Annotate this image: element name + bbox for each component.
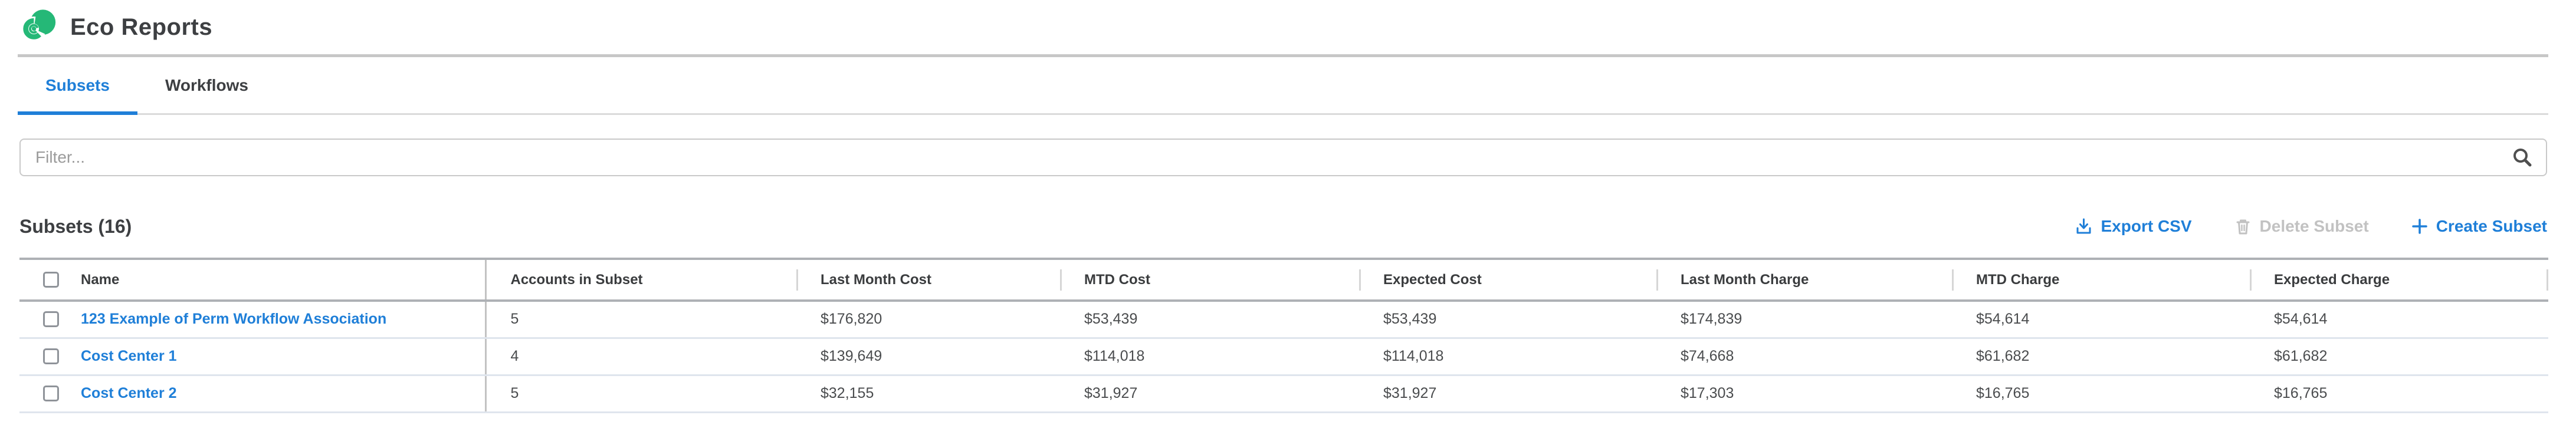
- subset-link[interactable]: Cost Center 1: [81, 348, 177, 364]
- cell-last-month-cost: $32,155: [796, 375, 1060, 412]
- row-checkbox[interactable]: [43, 386, 59, 401]
- toolbar-actions: Export CSV Delete Subset Create Subset: [2075, 217, 2548, 236]
- column-header-expected-charge: Expected Charge: [2250, 259, 2548, 301]
- column-header-name: Name: [81, 259, 485, 301]
- cell-accounts-in-subset: 5: [485, 301, 796, 338]
- column-header-expected-cost: Expected Cost: [1359, 259, 1656, 301]
- tab-workflows[interactable]: Workflows: [137, 57, 276, 113]
- subsets-heading: Subsets (16): [19, 216, 132, 238]
- table-row: 123 Example of Perm Workflow Association…: [19, 301, 2548, 338]
- export-csv-label: Export CSV: [2101, 217, 2192, 236]
- cell-mtd-cost: $53,439: [1060, 301, 1359, 338]
- create-subset-button[interactable]: Create Subset: [2411, 217, 2547, 236]
- column-header-last-month-cost: Last Month Cost: [796, 259, 1060, 301]
- subsets-table-container: Name Accounts in Subset Last Month Cost …: [19, 258, 2548, 413]
- tab-bar: Subsets Workflows: [18, 57, 2548, 115]
- cell-mtd-cost: $31,927: [1060, 375, 1359, 412]
- tab-subsets-label: Subsets: [45, 76, 110, 95]
- plus-icon: [2411, 218, 2428, 235]
- cell-expected-cost: $53,439: [1359, 301, 1656, 338]
- cell-mtd-charge: $54,614: [1952, 301, 2250, 338]
- search-icon: [2512, 147, 2533, 168]
- tab-workflows-label: Workflows: [165, 76, 248, 95]
- cell-accounts-in-subset: 5: [485, 375, 796, 412]
- row-checkbox[interactable]: [43, 348, 59, 364]
- app-header: Eco Reports: [18, 0, 2548, 57]
- export-csv-button[interactable]: Export CSV: [2075, 217, 2192, 236]
- subset-link[interactable]: Cost Center 2: [81, 385, 177, 401]
- delete-subset-button[interactable]: Delete Subset: [2234, 217, 2369, 236]
- filter-input[interactable]: [19, 139, 2547, 176]
- cell-expected-charge: $16,765: [2250, 375, 2548, 412]
- cell-expected-cost: $114,018: [1359, 338, 1656, 375]
- delete-subset-label: Delete Subset: [2260, 217, 2369, 236]
- table-row: Cost Center 1 4 $139,649 $114,018 $114,0…: [19, 338, 2548, 375]
- trash-icon: [2234, 218, 2252, 236]
- subsets-table: Name Accounts in Subset Last Month Cost …: [19, 258, 2548, 413]
- cell-last-month-cost: $176,820: [796, 301, 1060, 338]
- select-all-checkbox[interactable]: [43, 272, 59, 288]
- filter-container: [19, 139, 2547, 176]
- cell-last-month-charge: $174,839: [1656, 301, 1952, 338]
- column-header-accounts-in-subset: Accounts in Subset: [485, 259, 796, 301]
- table-row: Cost Center 2 5 $32,155 $31,927 $31,927 …: [19, 375, 2548, 412]
- subset-link[interactable]: 123 Example of Perm Workflow Association: [81, 311, 386, 327]
- cell-last-month-cost: $139,649: [796, 338, 1060, 375]
- table-header-row: Name Accounts in Subset Last Month Cost …: [19, 259, 2548, 301]
- subsets-toolbar: Subsets (16) Export CSV Delete S: [19, 213, 2547, 240]
- column-header-mtd-charge: MTD Charge: [1952, 259, 2250, 301]
- cell-mtd-cost: $114,018: [1060, 338, 1359, 375]
- cell-mtd-charge: $16,765: [1952, 375, 2250, 412]
- tab-subsets[interactable]: Subsets: [18, 57, 137, 113]
- create-subset-label: Create Subset: [2436, 217, 2547, 236]
- row-checkbox[interactable]: [43, 311, 59, 327]
- cell-last-month-charge: $17,303: [1656, 375, 1952, 412]
- cell-accounts-in-subset: 4: [485, 338, 796, 375]
- cell-expected-charge: $54,614: [2250, 301, 2548, 338]
- column-header-last-month-charge: Last Month Charge: [1656, 259, 1952, 301]
- column-header-mtd-cost: MTD Cost: [1060, 259, 1359, 301]
- cell-last-month-charge: $74,668: [1656, 338, 1952, 375]
- download-icon: [2075, 218, 2093, 236]
- page-title: Eco Reports: [70, 14, 212, 41]
- cell-expected-cost: $31,927: [1359, 375, 1656, 412]
- cell-mtd-charge: $61,682: [1952, 338, 2250, 375]
- eco-reports-page: Eco Reports Subsets Workflows Subsets (1…: [0, 0, 2576, 425]
- brand-swirl-logo: [19, 9, 58, 43]
- active-tab-indicator: [18, 111, 137, 115]
- cell-expected-charge: $61,682: [2250, 338, 2548, 375]
